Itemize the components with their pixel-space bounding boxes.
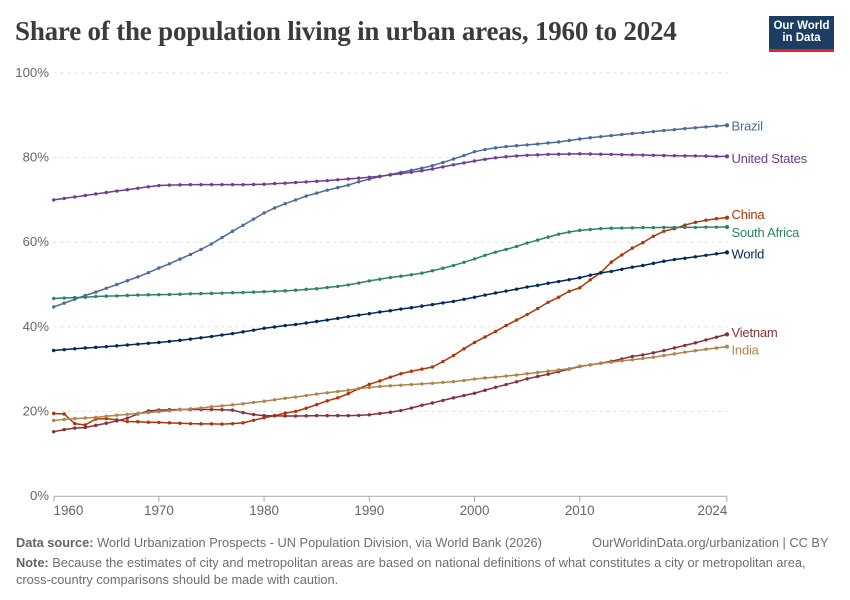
svg-text:80%: 80%	[23, 150, 50, 165]
svg-text:60%: 60%	[23, 234, 50, 249]
svg-text:2000: 2000	[460, 503, 490, 518]
svg-text:World: World	[732, 246, 765, 261]
svg-text:India: India	[732, 342, 760, 357]
svg-text:2024: 2024	[698, 503, 728, 518]
svg-text:United States: United States	[732, 151, 808, 166]
svg-text:2010: 2010	[565, 503, 595, 518]
svg-text:40%: 40%	[23, 319, 50, 334]
svg-text:1960: 1960	[54, 503, 84, 518]
svg-text:Vietnam: Vietnam	[732, 325, 778, 340]
svg-text:0%: 0%	[30, 488, 49, 503]
svg-text:1980: 1980	[249, 503, 279, 518]
svg-text:1970: 1970	[144, 503, 174, 518]
svg-text:Brazil: Brazil	[732, 118, 764, 133]
svg-text:100%: 100%	[15, 65, 49, 80]
svg-text:South Africa: South Africa	[732, 225, 801, 240]
svg-text:1990: 1990	[354, 503, 384, 518]
svg-text:20%: 20%	[23, 403, 50, 418]
svg-text:China: China	[732, 207, 766, 222]
